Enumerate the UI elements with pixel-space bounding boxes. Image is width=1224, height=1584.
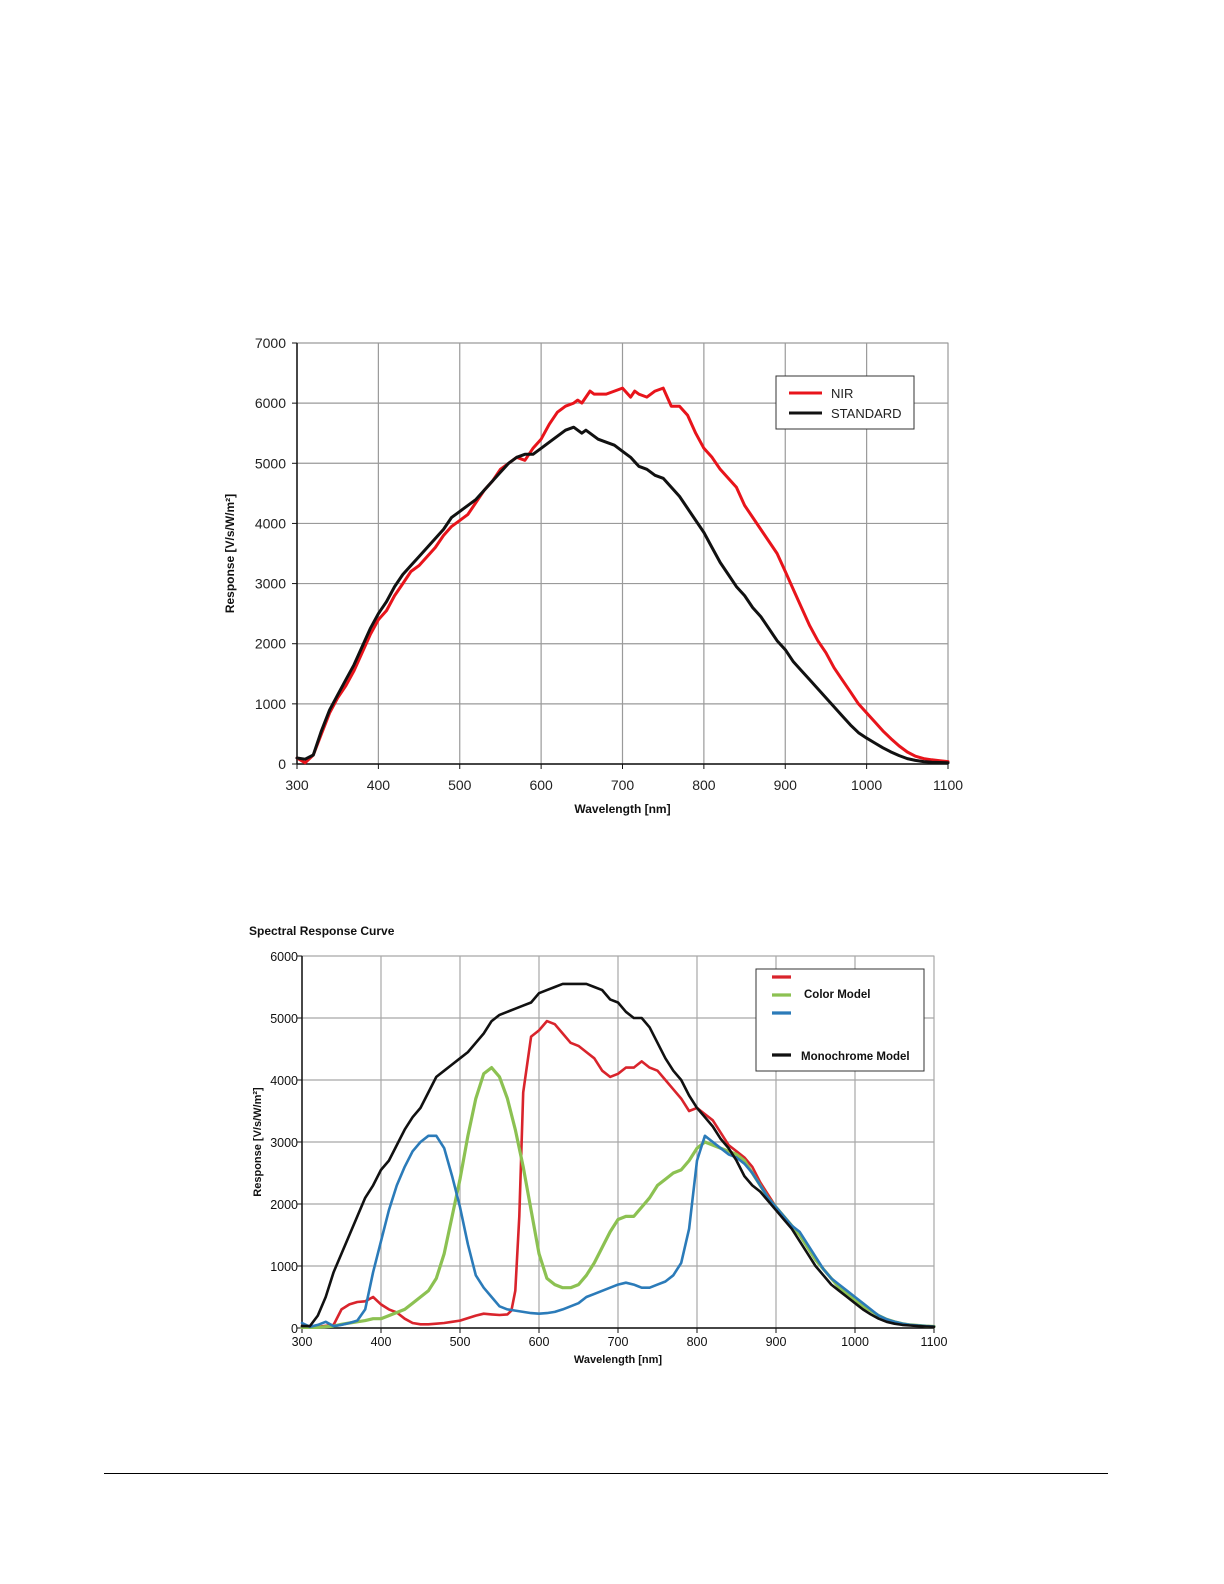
y-tick-label: 4000 xyxy=(270,1074,298,1088)
x-tick-label: 800 xyxy=(687,1335,708,1349)
x-tick-label: 1100 xyxy=(933,777,963,793)
y-tick-label: 3000 xyxy=(270,1136,298,1150)
y-tick-label: 1000 xyxy=(255,696,286,712)
y-tick-label: 1000 xyxy=(270,1260,298,1274)
x-tick-label: 900 xyxy=(766,1335,787,1349)
y-axis-label: Response [V/s/W/m²] xyxy=(223,494,237,613)
y-tick-label: 3000 xyxy=(255,576,286,592)
x-tick-label: 1000 xyxy=(851,777,882,793)
y-tick-label: 5000 xyxy=(270,1012,298,1026)
y-tick-label: 5000 xyxy=(255,455,286,471)
x-tick-label: 1100 xyxy=(921,1335,948,1349)
footer-rule xyxy=(104,1473,1108,1474)
y-tick-label: 6000 xyxy=(255,395,286,411)
x-tick-label: 300 xyxy=(292,1335,313,1349)
x-tick-label: 800 xyxy=(692,777,716,793)
legend-label-color-model: Color Model xyxy=(804,989,870,1001)
x-axis-label: Wavelength [nm] xyxy=(574,802,670,816)
legend: NIR STANDARD xyxy=(775,375,915,430)
y-tick-label: 4000 xyxy=(255,515,286,531)
x-tick-label: 500 xyxy=(448,777,472,793)
series-line-standard xyxy=(295,425,950,765)
y-tick-label: 2000 xyxy=(270,1198,298,1212)
series-line-nir xyxy=(295,386,950,765)
x-tick-label: 700 xyxy=(611,777,635,793)
legend-label-monochrome-model: Monochrome Model xyxy=(801,1051,910,1063)
legend-label-nir: NIR xyxy=(831,386,853,401)
y-tick-label: 0 xyxy=(291,1322,298,1336)
legend-box xyxy=(775,375,915,430)
legend-label-standard: STANDARD xyxy=(831,406,902,421)
series-line-3 xyxy=(300,1134,936,1329)
x-tick-label: 300 xyxy=(285,777,309,793)
x-tick-label: 700 xyxy=(608,1335,629,1349)
y-axis-label: Response [V/s/W/m²] xyxy=(252,1087,264,1197)
x-tick-label: 1000 xyxy=(841,1335,869,1349)
x-tick-label: 400 xyxy=(367,777,391,793)
y-tick-label: 2000 xyxy=(255,636,286,652)
x-tick-label: 900 xyxy=(774,777,798,793)
legend: Color Model Monochrome Model xyxy=(755,968,925,1072)
y-tick-label: 7000 xyxy=(255,335,286,351)
x-tick-label: 600 xyxy=(529,1335,550,1349)
y-tick-label: 6000 xyxy=(270,950,298,964)
nir-standard-response-chart: 300 400 500 600 700 800 900 1000 1100 0 1000 2000 30… xyxy=(223,335,963,816)
x-tick-label: 400 xyxy=(371,1335,392,1349)
y-tick-label: 0 xyxy=(278,756,286,772)
series-line-4 xyxy=(300,982,936,1329)
chart-title: Spectral Response Curve xyxy=(249,924,395,938)
x-tick-label: 500 xyxy=(450,1335,471,1349)
x-tick-label: 600 xyxy=(529,777,553,793)
x-axis-label: Wavelength [nm] xyxy=(574,1354,663,1366)
